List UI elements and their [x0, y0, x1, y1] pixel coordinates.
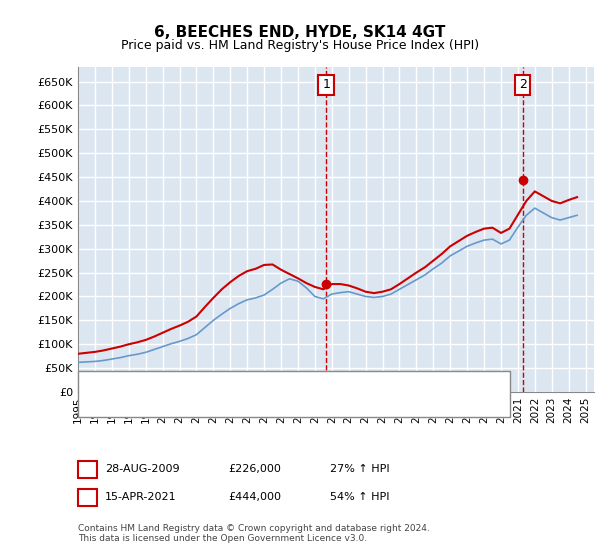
Text: £226,000: £226,000	[228, 464, 281, 474]
Text: Contains HM Land Registry data © Crown copyright and database right 2024.
This d: Contains HM Land Registry data © Crown c…	[78, 524, 430, 543]
Text: 6, BEECHES END, HYDE, SK14 4GT: 6, BEECHES END, HYDE, SK14 4GT	[154, 25, 446, 40]
Text: HPI: Average price, detached house, Tameside: HPI: Average price, detached house, Tame…	[117, 402, 376, 412]
Text: 1: 1	[84, 464, 91, 474]
Text: Price paid vs. HM Land Registry's House Price Index (HPI): Price paid vs. HM Land Registry's House …	[121, 39, 479, 52]
Text: 6, BEECHES END, HYDE, SK14 4GT (detached house): 6, BEECHES END, HYDE, SK14 4GT (detached…	[117, 376, 411, 386]
Text: 27% ↑ HPI: 27% ↑ HPI	[330, 464, 389, 474]
Text: 28-AUG-2009: 28-AUG-2009	[105, 464, 179, 474]
Text: 2: 2	[84, 492, 91, 502]
Text: £444,000: £444,000	[228, 492, 281, 502]
Text: 2: 2	[519, 78, 527, 91]
Text: ——: ——	[87, 375, 102, 388]
Text: ——: ——	[87, 400, 102, 414]
Text: 1: 1	[322, 78, 330, 91]
Text: 54% ↑ HPI: 54% ↑ HPI	[330, 492, 389, 502]
Text: 15-APR-2021: 15-APR-2021	[105, 492, 176, 502]
